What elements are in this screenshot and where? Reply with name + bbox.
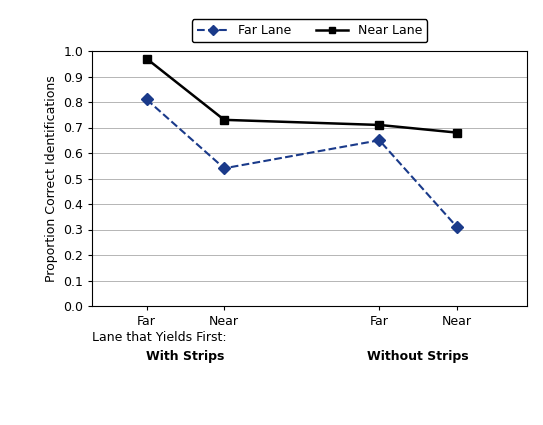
Text: Lane that Yields First:: Lane that Yields First: bbox=[92, 331, 227, 344]
Legend: Far Lane, Near Lane: Far Lane, Near Lane bbox=[192, 19, 427, 42]
Far Lane bbox=[453, 224, 460, 230]
Far Lane bbox=[376, 138, 383, 143]
Text: With Strips: With Strips bbox=[146, 351, 225, 363]
Near Lane bbox=[376, 122, 383, 128]
Y-axis label: Proportion Correct Identifications: Proportion Correct Identifications bbox=[45, 75, 58, 282]
Line: Near Lane: Near Lane bbox=[142, 54, 461, 137]
Near Lane bbox=[221, 117, 228, 122]
Far Lane bbox=[221, 166, 228, 171]
Line: Far Lane: Far Lane bbox=[142, 95, 461, 231]
Far Lane bbox=[143, 97, 150, 102]
Text: Without Strips: Without Strips bbox=[367, 351, 469, 363]
Near Lane bbox=[143, 56, 150, 61]
Near Lane bbox=[453, 130, 460, 135]
